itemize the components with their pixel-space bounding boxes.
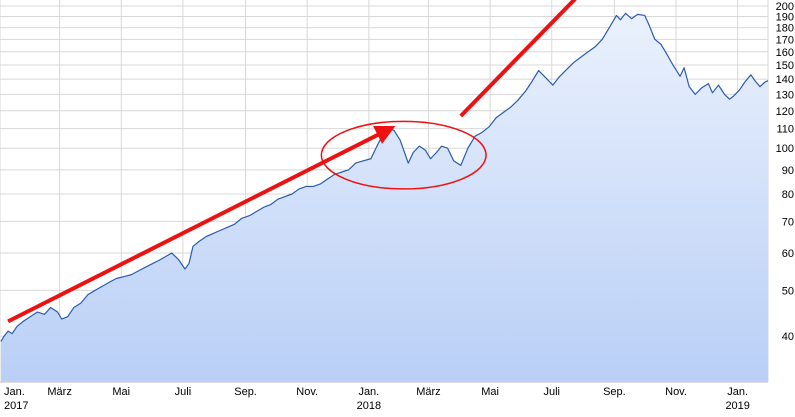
y-tick-label: 50 [782,285,794,297]
trend-arrow [7,125,396,324]
y-axis: 40 50 60 70 80 90 100 110 120 130 140 1501601701801… [776,1,794,343]
x-tick-label: Juli [543,386,560,398]
x-tick-label: Jan. [4,386,25,398]
price-line [0,12,769,342]
price-area [1,13,768,383]
x-tick-label: Mai [481,386,499,398]
x-tick-year: 2018 [357,400,381,412]
x-tick-label: März [47,386,71,398]
annotations [7,0,577,324]
x-tick-label: Mai [112,386,130,398]
y-tick-label: 40 [782,331,794,343]
x-tick-year: 2019 [725,400,749,412]
y-tick-label: 130 [776,89,794,101]
y-tick-label: 100 [776,143,794,155]
y-tick-label: 90 [782,165,794,177]
consolidation-ellipse [320,120,487,190]
x-tick-label: März [416,386,440,398]
x-tick-label: Jan. [358,386,379,398]
y-tick-label: 140 [776,74,794,86]
y-tick-label: 120 [776,106,794,118]
x-tick-year: 2017 [4,400,28,412]
y-tick-label: 180 [776,23,794,35]
x-tick-label: Sep. [234,386,257,398]
y-tick-label: 110 [776,124,794,136]
y-tick-label: 190 [776,12,794,24]
y-tick-label: 170 [776,34,794,46]
x-tick-label: Juli [175,386,192,398]
x-tick-label: Jan. [727,386,748,398]
trend-arrow [459,0,577,118]
x-tick-label: Nov. [296,386,318,398]
x-tick-label: Nov. [665,386,687,398]
x-axis: Jan. 2017 März Mai Juli Sep. Nov. Jan. 2018 März M… [4,386,750,412]
y-tick-label: 150 [776,60,794,72]
y-tick-label: 60 [782,248,794,260]
price-area-fill [1,13,768,383]
y-tick-label: 80 [782,189,794,201]
price-line-path [0,12,769,342]
y-tick-label: 200 [776,1,794,13]
x-tick-label: Sep. [603,386,626,398]
y-tick-label: 160 [776,47,794,59]
y-tick-label: 70 [782,216,794,228]
